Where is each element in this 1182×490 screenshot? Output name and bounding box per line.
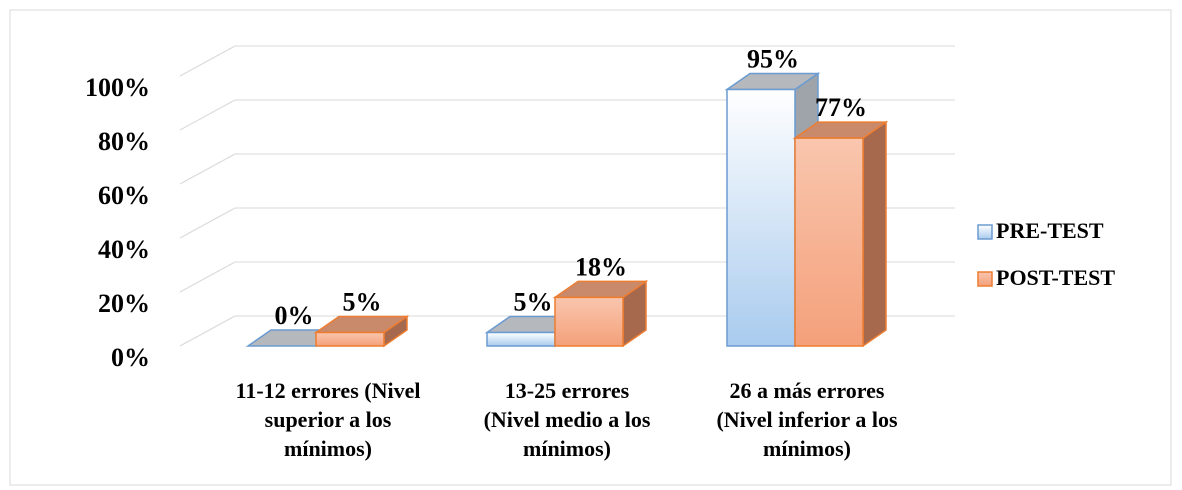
data-label: 5% (343, 287, 382, 316)
bar-front (726, 88, 796, 347)
grid-line (179, 315, 236, 347)
bar-front (486, 331, 556, 347)
x-tick-label: 13-25 errores (Nivel medio a los mínimos… (483, 378, 651, 461)
grid-line (179, 207, 236, 239)
legend-label: POST-TEST (996, 265, 1115, 290)
bar-front (554, 296, 624, 347)
y-tick-label: 80% (98, 127, 150, 156)
data-label: 5% (514, 287, 553, 316)
data-label: 0% (275, 301, 314, 330)
x-tick-label: 26 a más errores (Nivel inferior a los m… (716, 378, 898, 461)
legend-swatch (977, 224, 993, 240)
grid-line (179, 45, 236, 77)
y-tick-label: 60% (98, 181, 150, 210)
y-tick-label: 0% (111, 343, 150, 372)
data-label: 77% (815, 93, 867, 122)
data-label: 95% (747, 44, 799, 73)
grid-line (179, 153, 236, 185)
bar-side (862, 120, 887, 348)
y-tick-label: 20% (98, 289, 150, 318)
bar (792, 120, 889, 348)
data-label: 18% (575, 252, 627, 281)
bar-front (794, 137, 864, 347)
chart-border (9, 9, 1172, 486)
bar (313, 315, 410, 348)
bar-front (315, 331, 385, 347)
y-tick-label: 40% (98, 235, 150, 264)
grid-line (179, 99, 236, 131)
legend-swatch (977, 271, 993, 287)
legend-label: PRE-TEST (996, 218, 1104, 243)
grid-line (179, 261, 236, 293)
bar (552, 279, 649, 348)
x-tick-label: 11-12 errores (Nivel superior a los míni… (235, 378, 421, 461)
y-tick-label: 100% (85, 73, 150, 102)
